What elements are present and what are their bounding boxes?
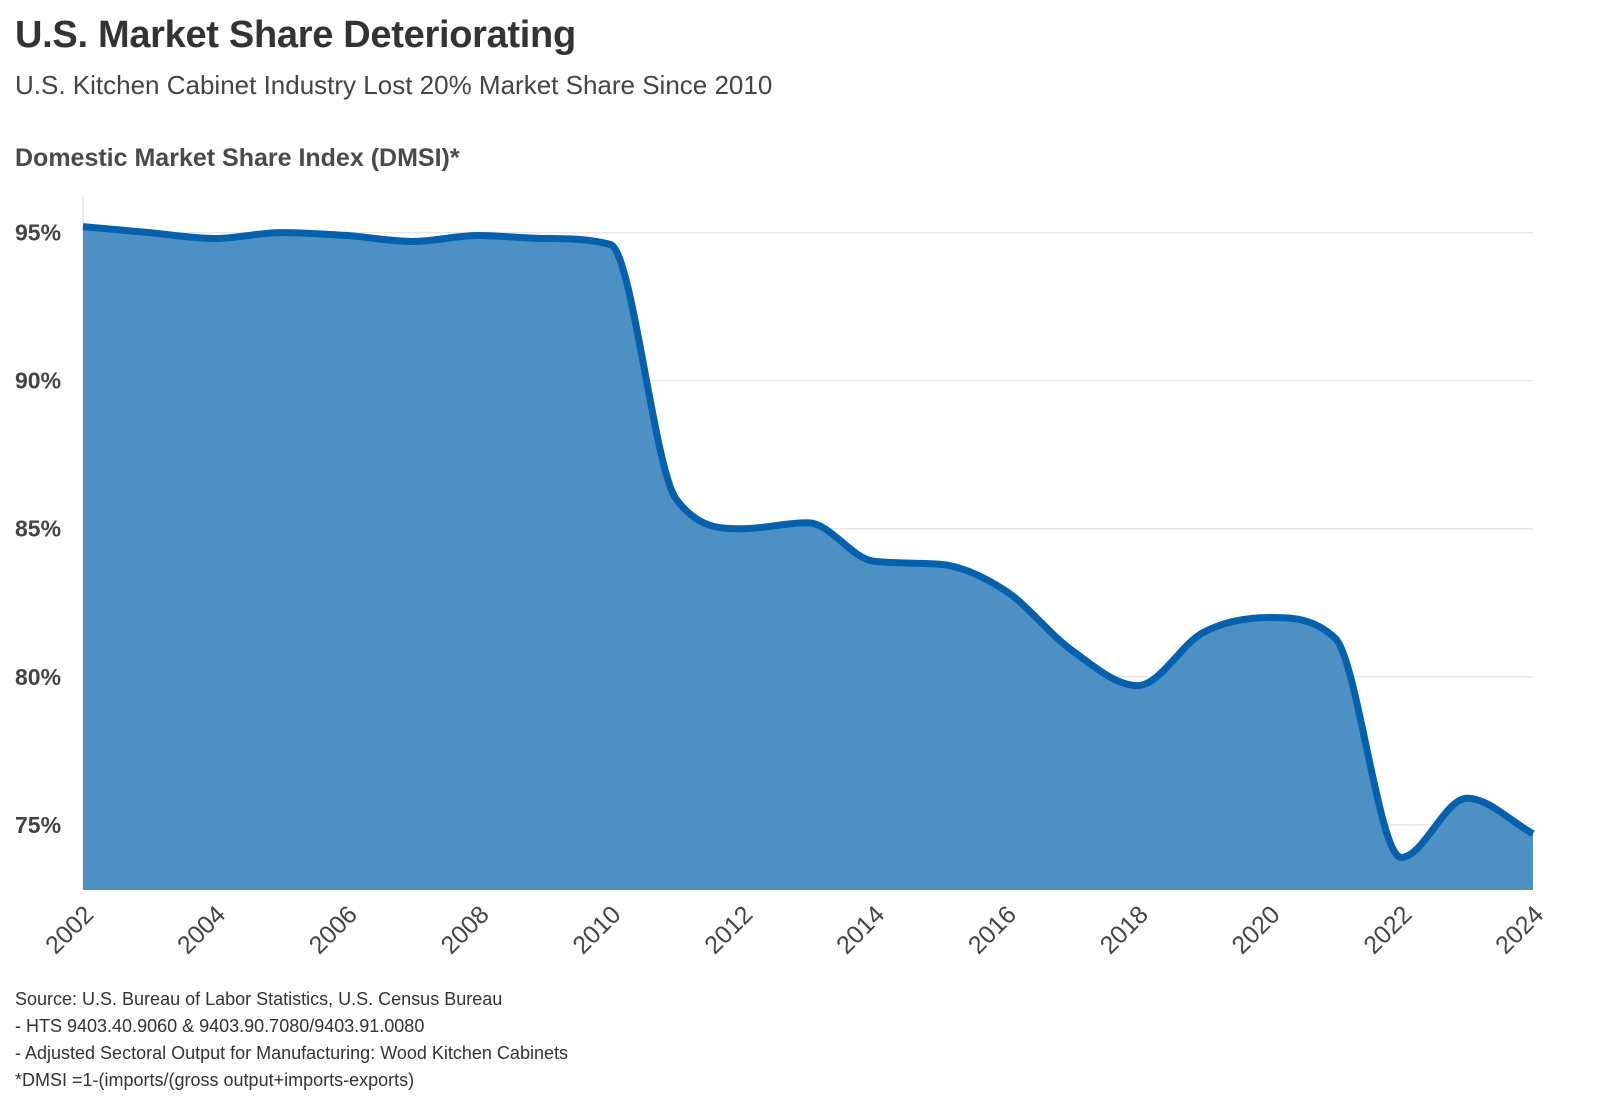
dmsi-line: [82, 223, 1535, 861]
y-tick-label: 90%: [15, 368, 61, 394]
hts-note: - HTS 9403.40.9060 & 9403.90.7080/9403.9…: [15, 1016, 425, 1036]
x-tick-label: 2024: [1490, 900, 1549, 959]
data-point-2005: [277, 229, 284, 236]
x-tick-label: 2020: [1226, 900, 1285, 959]
data-point-2003: [145, 229, 152, 236]
data-point-2012: [739, 525, 746, 532]
x-tick-label: 2022: [1358, 900, 1417, 959]
x-tick-label: 2006: [304, 900, 363, 959]
data-point-2018: [1134, 682, 1141, 689]
x-tick-label: 2010: [567, 900, 626, 959]
data-point-2017: [1068, 647, 1075, 654]
data-point-2009: [541, 235, 548, 242]
data-point-2021: [1332, 635, 1339, 642]
chart-heading: Domestic Market Share Index (DMSI)*: [15, 144, 460, 172]
dmsi-series: [80, 223, 1537, 890]
dmsi-area: [83, 226, 1533, 890]
x-tick-label: 2018: [1095, 900, 1154, 959]
x-tick-label: 2014: [831, 900, 890, 959]
data-point-2016: [1002, 587, 1009, 594]
data-point-2008: [475, 232, 482, 239]
x-axis-ticks: 2002 2004 2006 2008 2010 2012 2014 2016 2018 2020…: [40, 900, 1549, 959]
data-point-2007: [409, 238, 416, 245]
page-subtitle: U.S. Kitchen Cabinet Industry Lost 20% M…: [15, 70, 773, 100]
y-tick-label: 75%: [15, 812, 61, 838]
y-axis-ticks: 75% 80% 85% 90% 95%: [15, 220, 61, 838]
data-point-2006: [343, 232, 350, 239]
y-tick-label: 80%: [15, 664, 61, 690]
x-tick-label: 2016: [963, 900, 1022, 959]
dmsi-area-chart: 75% 80% 85% 90% 95% 2002 2004 2006 2008 2010 2012…: [15, 196, 1549, 960]
data-point-2024: [1530, 830, 1537, 837]
data-point-2023: [1464, 795, 1471, 802]
data-point-2014: [870, 558, 877, 565]
data-point-2002: [80, 223, 87, 230]
data-point-2020: [1266, 614, 1273, 621]
x-tick-label: 2004: [172, 900, 231, 959]
data-point-2004: [211, 235, 218, 242]
data-point-2010: [607, 241, 614, 248]
page-title: U.S. Market Share Deteriorating: [15, 14, 576, 56]
x-tick-label: 2008: [436, 900, 495, 959]
dmsi-formula-note: *DMSI =1-(imports/(gross output+imports-…: [15, 1070, 415, 1090]
data-point-2011: [673, 496, 680, 503]
data-point-2013: [805, 519, 812, 526]
x-tick-label: 2012: [699, 900, 758, 959]
data-point-2022: [1398, 854, 1405, 861]
y-tick-label: 95%: [15, 220, 61, 246]
chart-notes: Source: U.S. Bureau of Labor Statistics,…: [15, 986, 568, 1094]
x-tick-label: 2002: [40, 900, 99, 959]
output-note: - Adjusted Sectoral Output for Manufactu…: [15, 1043, 568, 1063]
data-point-2015: [936, 561, 943, 568]
source-note: Source: U.S. Bureau of Labor Statistics,…: [15, 989, 503, 1009]
y-tick-label: 85%: [15, 516, 61, 542]
data-point-2019: [1200, 629, 1207, 636]
